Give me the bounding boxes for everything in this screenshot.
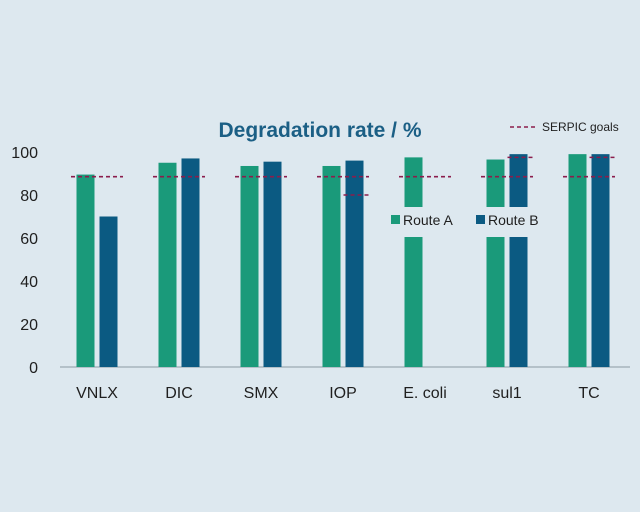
y-tick-label: 40 — [20, 274, 38, 291]
x-axis-labels: VNLX DIC SMX IOP E. coli sul1 TC — [76, 385, 600, 402]
x-tick-label: TC — [578, 385, 599, 402]
y-axis: 0 20 40 60 80 100 — [11, 145, 38, 377]
bar-route-b-0 — [99, 216, 118, 367]
x-tick-label: E. coli — [403, 385, 447, 402]
legend-label-0: Route A — [403, 212, 453, 228]
bar-route-a-3 — [322, 165, 341, 367]
bar-route-a-4 — [404, 157, 423, 367]
goal-lines — [71, 156, 616, 196]
y-tick-label: 20 — [20, 317, 38, 334]
y-tick-label: 0 — [29, 360, 38, 377]
bars — [76, 154, 610, 367]
bar-route-a-6 — [568, 154, 587, 367]
bar-route-a-5 — [486, 159, 505, 367]
bar-route-a-1 — [158, 162, 177, 367]
legend-swatch-1 — [476, 215, 485, 224]
bar-route-b-3 — [345, 160, 364, 367]
x-tick-label: VNLX — [76, 385, 118, 402]
y-tick-label: 80 — [20, 188, 38, 205]
x-tick-label: sul1 — [492, 385, 521, 402]
legend-label-1: Route B — [488, 212, 539, 228]
legend-swatch-0 — [391, 215, 400, 224]
bar-route-a-2 — [240, 165, 259, 367]
bar-route-b-1 — [181, 158, 200, 367]
bar-route-b-6 — [591, 154, 610, 367]
x-tick-label: IOP — [329, 385, 357, 402]
y-tick-label: 100 — [11, 145, 38, 162]
bar-route-b-2 — [263, 161, 282, 367]
legend-background — [384, 207, 552, 237]
legend: Route A Route B — [384, 207, 552, 237]
goal-legend-label: SERPIC goals — [542, 120, 619, 134]
x-tick-label: SMX — [244, 385, 279, 402]
bar-route-a-0 — [76, 174, 95, 367]
goal-legend: SERPIC goals — [510, 120, 619, 134]
x-tick-label: DIC — [165, 385, 193, 402]
y-tick-label: 60 — [20, 231, 38, 248]
chart-title: Degradation rate / % — [218, 119, 421, 142]
bar-route-b-5 — [509, 154, 528, 367]
